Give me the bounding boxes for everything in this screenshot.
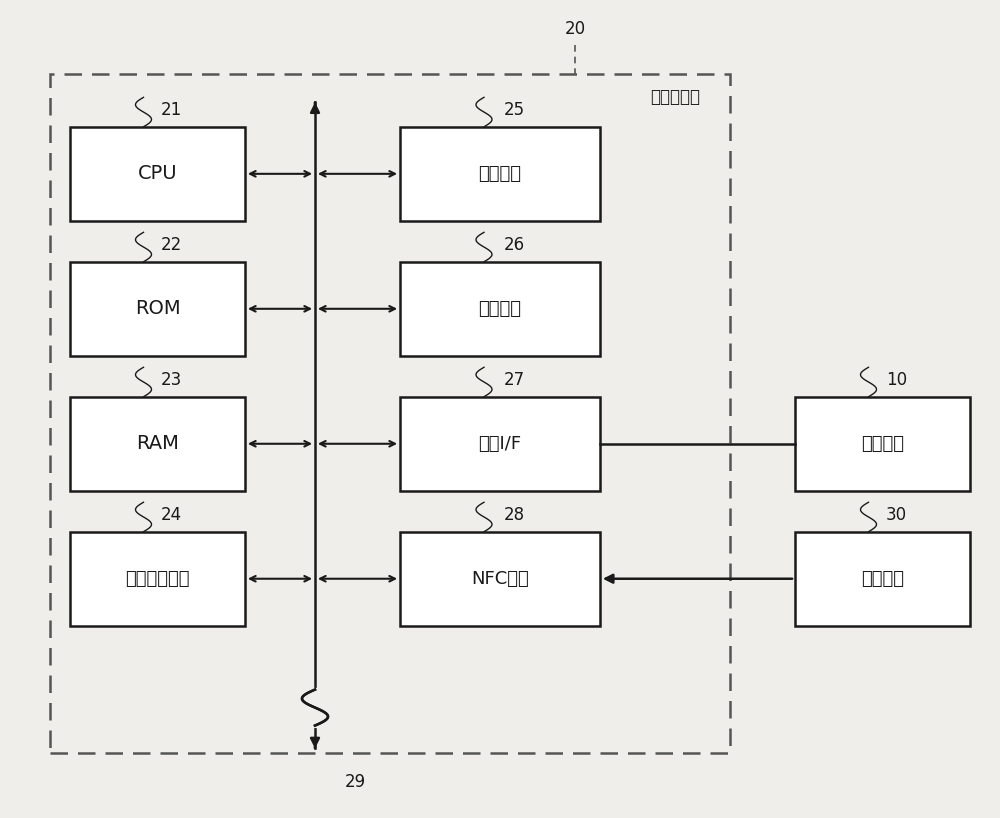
Text: 29: 29 xyxy=(345,773,366,791)
Text: 26: 26 xyxy=(504,236,525,254)
Bar xyxy=(400,397,600,491)
Text: 票据打印机: 票据打印机 xyxy=(650,88,700,106)
Text: ROM: ROM xyxy=(135,299,180,318)
Text: 27: 27 xyxy=(504,371,525,389)
Text: 10: 10 xyxy=(886,371,907,389)
Text: RAM: RAM xyxy=(136,434,179,453)
Bar xyxy=(50,74,730,753)
Text: 25: 25 xyxy=(504,101,525,119)
Text: 24: 24 xyxy=(161,506,182,524)
Text: 通信I/F: 通信I/F xyxy=(478,434,522,453)
Bar xyxy=(400,532,600,626)
Text: CPU: CPU xyxy=(138,164,177,183)
Text: 登记装置: 登记装置 xyxy=(861,434,904,453)
Text: 21: 21 xyxy=(161,101,182,119)
Bar xyxy=(795,532,970,626)
Text: 操作面板: 操作面板 xyxy=(479,164,522,183)
Text: 28: 28 xyxy=(504,506,525,524)
Bar xyxy=(70,397,245,491)
Bar xyxy=(795,397,970,491)
Text: 22: 22 xyxy=(161,236,182,254)
Text: 30: 30 xyxy=(886,506,907,524)
Text: 信息终端: 信息终端 xyxy=(861,569,904,588)
Bar xyxy=(70,127,245,221)
Bar xyxy=(70,262,245,356)
Text: 辅助存储装置: 辅助存储装置 xyxy=(125,569,190,588)
Text: 23: 23 xyxy=(161,371,182,389)
Bar xyxy=(400,262,600,356)
Text: 印字装置: 印字装置 xyxy=(479,299,522,318)
Bar xyxy=(400,127,600,221)
Text: NFC装置: NFC装置 xyxy=(471,569,529,588)
Text: 20: 20 xyxy=(564,20,586,38)
Bar xyxy=(70,532,245,626)
